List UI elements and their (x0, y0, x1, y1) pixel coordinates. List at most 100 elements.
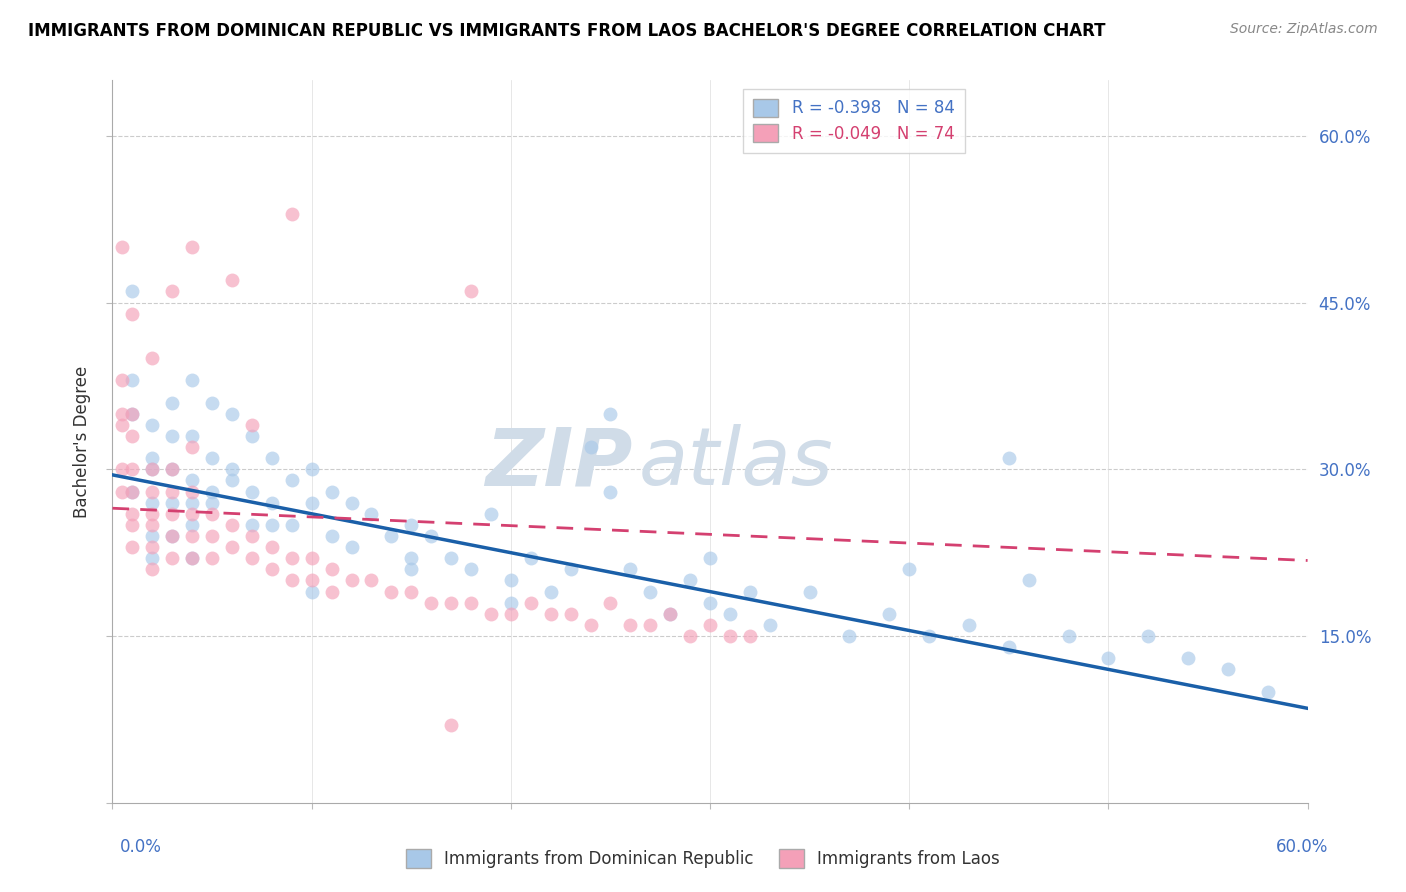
Point (111, 407, 134, 421)
Point (141, 462, 163, 476)
Point (1097, 651, 1119, 665)
Text: 0.0%: 0.0% (120, 838, 162, 855)
Legend: R = -0.398   N = 84, R = -0.049   N = 74: R = -0.398 N = 84, R = -0.049 N = 74 (744, 88, 965, 153)
Point (281, 574, 304, 588)
Point (240, 484, 263, 499)
Point (699, 596, 721, 610)
Point (420, 529, 443, 543)
Point (121, 373, 143, 387)
Point (718, 629, 741, 643)
Point (260, 517, 283, 532)
Point (499, 607, 522, 621)
Point (121, 484, 143, 499)
Point (340, 574, 363, 588)
Text: IMMIGRANTS FROM DOMINICAN REPUBLIC VS IMMIGRANTS FROM LAOS BACHELOR'S DEGREE COR: IMMIGRANTS FROM DOMINICAN REPUBLIC VS IM… (28, 22, 1105, 40)
Point (460, 562, 482, 576)
Point (162, 395, 183, 409)
Point (141, 417, 163, 432)
Point (340, 496, 363, 510)
Point (1018, 574, 1040, 588)
Point (898, 562, 921, 576)
Point (240, 529, 263, 543)
Point (998, 451, 1021, 466)
Point (162, 462, 183, 476)
Point (111, 484, 134, 499)
Point (499, 574, 522, 588)
Point (221, 462, 243, 476)
Point (181, 517, 204, 532)
Point (998, 640, 1021, 655)
Point (520, 596, 543, 610)
Point (111, 462, 134, 476)
Point (718, 607, 741, 621)
Point (181, 440, 204, 454)
Point (181, 429, 204, 443)
Point (260, 540, 283, 554)
Legend: Immigrants from Dominican Republic, Immigrants from Laos: Immigrants from Dominican Republic, Immi… (399, 843, 1007, 875)
Point (240, 551, 263, 566)
Point (401, 562, 423, 576)
Point (640, 584, 662, 599)
Point (141, 462, 163, 476)
Point (679, 629, 702, 643)
Point (301, 551, 323, 566)
Point (141, 451, 163, 466)
Point (599, 484, 621, 499)
Point (162, 429, 183, 443)
Point (141, 496, 163, 510)
Point (141, 540, 163, 554)
Point (360, 574, 382, 588)
Point (440, 551, 463, 566)
Point (301, 574, 323, 588)
Point (181, 484, 204, 499)
Point (321, 562, 343, 576)
Text: 60.0%: 60.0% (1277, 838, 1329, 855)
Point (141, 507, 163, 521)
Point (141, 562, 163, 576)
Point (1137, 629, 1160, 643)
Point (221, 517, 243, 532)
Point (420, 596, 443, 610)
Point (679, 574, 702, 588)
Point (260, 451, 283, 466)
Point (162, 507, 183, 521)
Point (799, 584, 821, 599)
Point (360, 507, 382, 521)
Point (479, 507, 502, 521)
Point (121, 407, 143, 421)
Point (380, 584, 402, 599)
Point (520, 551, 543, 566)
Point (201, 496, 224, 510)
Point (957, 618, 980, 632)
Point (181, 507, 204, 521)
Point (440, 718, 463, 732)
Point (181, 551, 204, 566)
Point (121, 462, 143, 476)
Point (121, 484, 143, 499)
Point (281, 474, 304, 488)
Point (141, 551, 163, 566)
Point (181, 474, 204, 488)
Point (141, 529, 163, 543)
Point (738, 629, 761, 643)
Point (321, 529, 343, 543)
Point (162, 484, 183, 499)
Point (440, 596, 463, 610)
Point (460, 596, 482, 610)
Point (181, 529, 204, 543)
Point (640, 618, 662, 632)
Point (1177, 651, 1199, 665)
Point (111, 417, 134, 432)
Point (111, 373, 134, 387)
Point (201, 529, 224, 543)
Point (340, 540, 363, 554)
Point (121, 285, 143, 299)
Point (1216, 662, 1239, 676)
Point (380, 529, 402, 543)
Point (201, 484, 224, 499)
Point (111, 240, 134, 254)
Point (121, 517, 143, 532)
Point (121, 307, 143, 321)
Point (540, 607, 562, 621)
Point (281, 517, 304, 532)
